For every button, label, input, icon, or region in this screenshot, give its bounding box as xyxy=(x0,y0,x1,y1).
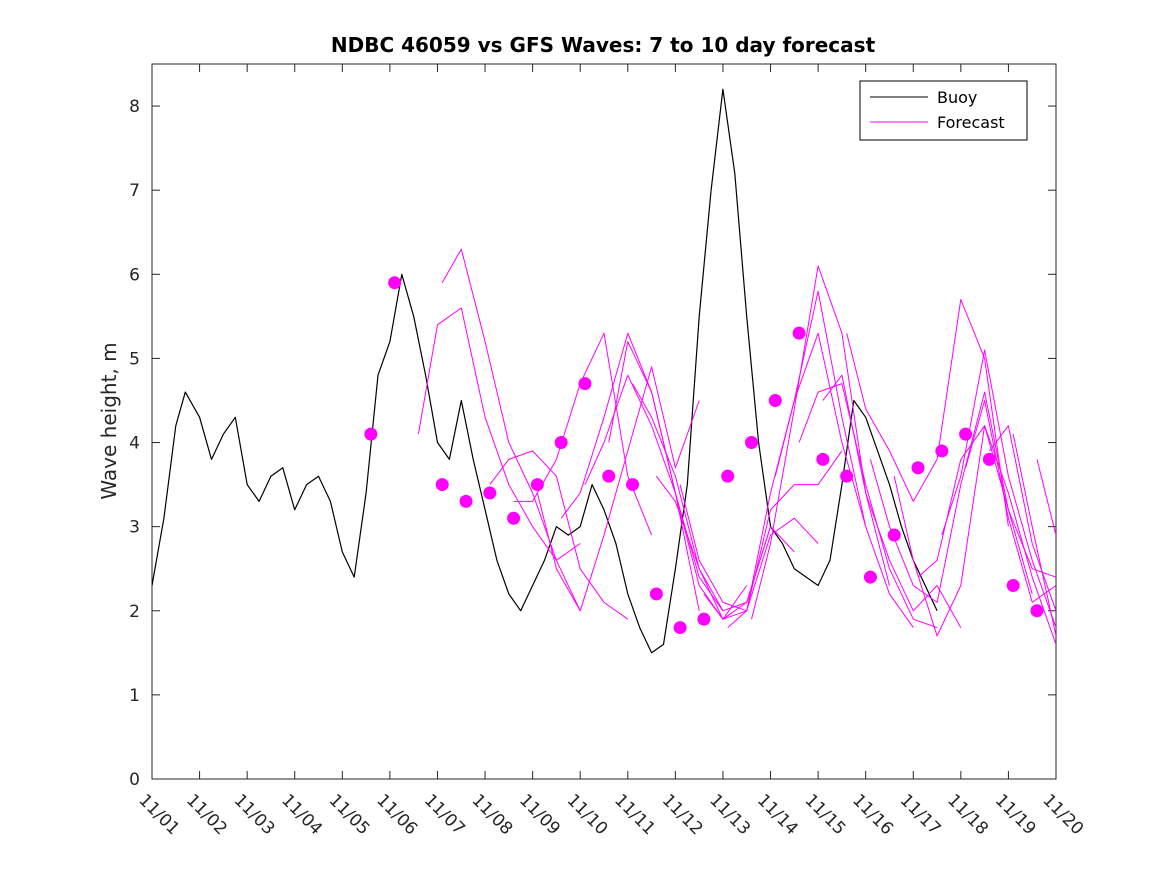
forecast-line xyxy=(941,349,1056,628)
y-tick-label: 8 xyxy=(129,97,140,117)
forecast-point xyxy=(459,494,473,508)
forecast-point xyxy=(1030,604,1044,618)
forecast-line xyxy=(1012,433,1056,637)
y-tick-label: 1 xyxy=(129,686,140,706)
forecast-point xyxy=(935,444,949,458)
forecast-point xyxy=(483,486,497,500)
y-tick-label: 3 xyxy=(129,518,140,538)
forecast-point xyxy=(744,436,758,450)
forecast-line xyxy=(965,400,1056,603)
forecast-point xyxy=(887,528,901,542)
forecast-line xyxy=(917,425,1056,578)
forecast-point xyxy=(388,276,402,290)
y-tick-label: 4 xyxy=(129,434,140,454)
forecast-line xyxy=(584,374,724,612)
y-tick-label: 5 xyxy=(129,349,140,369)
forecast-line xyxy=(893,425,1056,645)
forecast-line xyxy=(489,450,629,620)
forecast-line xyxy=(1036,459,1056,536)
forecast-point xyxy=(626,478,640,492)
forecast-point xyxy=(530,478,544,492)
forecast-point xyxy=(1006,579,1020,593)
forecast-line xyxy=(703,450,843,620)
forecast-point xyxy=(364,427,378,441)
forecast-point xyxy=(792,326,806,340)
forecast-line xyxy=(846,299,1009,527)
buoy-line xyxy=(152,88,938,654)
y-tick-label: 7 xyxy=(129,181,140,201)
forecast-line xyxy=(655,475,795,612)
data-layer xyxy=(152,88,1056,654)
legend: Buoy Forecast xyxy=(859,80,1028,141)
forecast-point xyxy=(602,469,616,483)
legend-buoy-label: Buoy xyxy=(937,88,977,107)
forecast-point xyxy=(649,587,663,601)
forecast-point xyxy=(816,452,830,466)
forecast-point xyxy=(982,452,996,466)
legend-box xyxy=(859,80,1028,141)
forecast-point xyxy=(911,461,925,475)
forecast-line xyxy=(441,248,581,612)
forecast-point xyxy=(554,436,568,450)
forecast-point xyxy=(768,393,782,407)
forecast-line xyxy=(774,290,914,628)
chart-title: NDBC 46059 vs GFS Waves: 7 to 10 day for… xyxy=(331,33,876,57)
y-tick-label: 2 xyxy=(129,602,140,622)
forecast-point xyxy=(507,511,521,525)
forecast-line xyxy=(536,366,700,612)
forecast-point xyxy=(863,570,877,584)
forecast-line xyxy=(989,425,1056,611)
forecast-point xyxy=(959,427,973,441)
forecast-point xyxy=(721,469,735,483)
forecast-line xyxy=(822,374,962,628)
y-axis-label: Wave height, m xyxy=(97,342,121,499)
legend-forecast-label: Forecast xyxy=(937,113,1005,132)
y-tick-label: 6 xyxy=(129,265,140,285)
y-tick-label: 0 xyxy=(129,770,140,790)
forecast-line xyxy=(798,383,938,629)
forecast-point xyxy=(697,612,711,626)
forecast-point xyxy=(673,621,687,635)
forecast-point xyxy=(435,478,449,492)
axes-box xyxy=(151,63,1057,780)
forecast-point xyxy=(578,377,592,391)
forecast-point xyxy=(840,469,854,483)
